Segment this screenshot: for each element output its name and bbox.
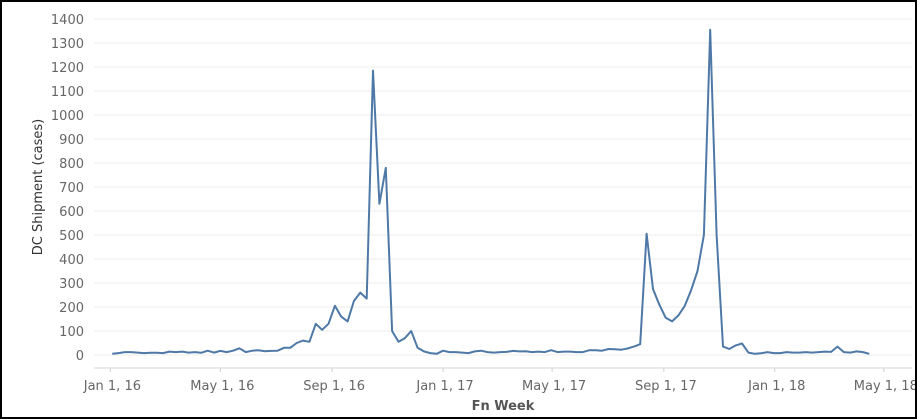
series-group bbox=[112, 28, 870, 355]
y-tick-label: 1300 bbox=[51, 37, 84, 52]
x-tick-label: May 1, 17 bbox=[522, 379, 586, 394]
y-tick-label: 0 bbox=[76, 349, 84, 364]
y-tick-label: 1000 bbox=[51, 109, 84, 124]
y-tick-label: 700 bbox=[59, 181, 84, 196]
x-tick-label: Sep 1, 16 bbox=[303, 379, 365, 394]
x-tick-label: Jan 1, 18 bbox=[747, 379, 805, 394]
y-tick-label: 400 bbox=[59, 253, 84, 268]
y-tick-label: 900 bbox=[59, 133, 84, 148]
y-tick-label: 800 bbox=[59, 157, 84, 172]
x-tick-label: Jan 1, 17 bbox=[415, 379, 473, 394]
y-axis-title: DC Shipment (cases) bbox=[31, 119, 46, 256]
y-tick-label: 500 bbox=[59, 229, 84, 244]
x-axis-title: Fn Week bbox=[472, 399, 535, 414]
y-tick-label: 300 bbox=[59, 277, 84, 292]
y-tick-label: 1200 bbox=[51, 61, 84, 76]
y-tick-label: 1400 bbox=[51, 13, 84, 28]
x-tick-label: Jan 1, 16 bbox=[83, 379, 141, 394]
x-tick-label: May 1, 16 bbox=[190, 379, 254, 394]
y-tick-label: 600 bbox=[59, 205, 84, 220]
y-tick-label: 100 bbox=[59, 325, 84, 340]
y-tick-label: 200 bbox=[59, 301, 84, 316]
y-tick-label: 1100 bbox=[51, 85, 84, 100]
y-axis: 0 100 200 300 400 500 600 700 800 900 1000 1100 1200… bbox=[51, 13, 84, 364]
x-axis: Jan 1, 16 May 1, 16 Sep 1, 16 Jan 1, 17 May … bbox=[83, 367, 915, 394]
series-line bbox=[112, 28, 870, 355]
x-tick-label: Sep 1, 17 bbox=[635, 379, 697, 394]
grid-lines bbox=[94, 18, 912, 356]
x-tick-label: May 1, 18 bbox=[854, 379, 915, 394]
